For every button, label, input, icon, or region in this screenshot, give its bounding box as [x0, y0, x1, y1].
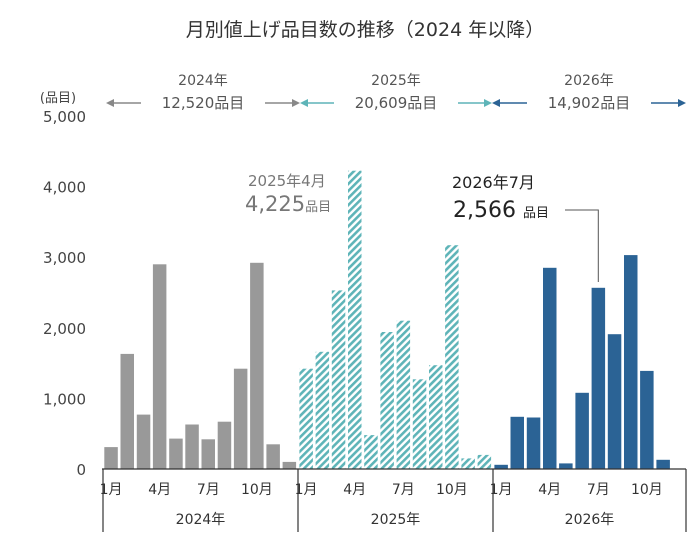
bar [575, 392, 589, 469]
y-axis-ticks: 0 1,000 2,000 3,000 4,000 5,000 [43, 108, 86, 479]
year-header-total: 20,609品目 [355, 94, 438, 112]
bar [169, 438, 183, 469]
bar [315, 351, 330, 469]
year-arrow-head [106, 99, 114, 107]
x-tick-label: 10月 [241, 482, 273, 498]
y-tick-label: 4,000 [43, 179, 86, 197]
bar [543, 267, 557, 469]
y-axis-unit-label: (品目) [40, 91, 76, 106]
bar [477, 454, 492, 469]
bar [120, 353, 134, 469]
annotation-leader-line [565, 209, 599, 282]
year-header-total: 14,902品目 [548, 94, 631, 112]
bar [331, 290, 346, 469]
bar [104, 447, 118, 469]
bar [217, 421, 232, 469]
year-header-label: 2025年 [371, 73, 421, 89]
bar [250, 262, 264, 469]
bar [494, 464, 508, 469]
year-headers: 2024年 12,520品目 2025年 20,609品目 2026年 14,902品目 [106, 73, 686, 112]
x-tick-label: 7月 [392, 482, 415, 498]
annotation-value: 4,225品目 [245, 192, 331, 216]
chart-title: 月別値上げ品目数の推移（2024 年以降） [186, 19, 544, 41]
x-tick-label: 4月 [343, 482, 366, 498]
x-tick-label: 1月 [295, 482, 318, 498]
x-tick-label: 10月 [436, 482, 468, 498]
bar [591, 287, 606, 469]
annotations: 2025年4月 4,225品目 2026年7月 2,566 品目 [245, 172, 599, 282]
bar [266, 444, 280, 469]
year-header-total: 12,520品目 [162, 94, 245, 112]
bar [364, 435, 378, 469]
bar [412, 379, 427, 469]
x-year-label: 2024年 [176, 512, 226, 528]
x-year-label: 2026年 [565, 512, 615, 528]
y-tick-label: 0 [76, 461, 86, 479]
year-arrow-head [678, 99, 686, 107]
x-tick-label: 7月 [587, 482, 610, 498]
annotation-label: 2025年4月 [248, 172, 326, 190]
bar [380, 332, 394, 469]
bar [445, 245, 459, 469]
bar [640, 370, 654, 469]
x-axis: 1月 4月 7月 10月 2024年 1月 4月 7月 10月 2025年 1月 4月 7月 10月 202… [100, 469, 687, 532]
bar [656, 459, 670, 469]
bar [461, 458, 475, 469]
bar [348, 170, 362, 469]
x-tick-label: 1月 [100, 482, 123, 498]
bar [526, 417, 541, 469]
year-arrow-head [484, 99, 492, 107]
bar [233, 368, 248, 469]
bars [104, 170, 670, 469]
bar [136, 414, 151, 469]
bar [624, 255, 638, 469]
bar [282, 461, 297, 469]
bar [396, 320, 411, 469]
x-tick-label: 10月 [631, 482, 663, 498]
year-arrow-head [300, 99, 308, 107]
x-tick-label: 4月 [538, 482, 561, 498]
year-arrow-head [492, 99, 500, 107]
y-tick-label: 3,000 [43, 249, 86, 267]
y-tick-label: 2,000 [43, 320, 86, 338]
bar [429, 365, 443, 469]
x-tick-label: 4月 [148, 482, 171, 498]
x-tick-label: 1月 [490, 482, 513, 498]
x-year-label: 2025年 [371, 512, 421, 528]
bar [607, 334, 622, 469]
bar [185, 424, 199, 469]
y-tick-label: 5,000 [43, 108, 86, 126]
y-tick-label: 1,000 [43, 390, 86, 408]
year-arrow-head [292, 99, 300, 107]
bar [510, 416, 524, 469]
bar [559, 463, 573, 469]
year-header-label: 2026年 [564, 73, 614, 89]
year-header-label: 2024年 [178, 73, 228, 89]
annotation-value: 2,566 品目 [453, 198, 549, 223]
bar [152, 264, 167, 469]
bar [201, 439, 215, 469]
annotation-label: 2026年7月 [452, 173, 535, 192]
x-tick-label: 7月 [197, 482, 220, 498]
bar [299, 368, 313, 469]
